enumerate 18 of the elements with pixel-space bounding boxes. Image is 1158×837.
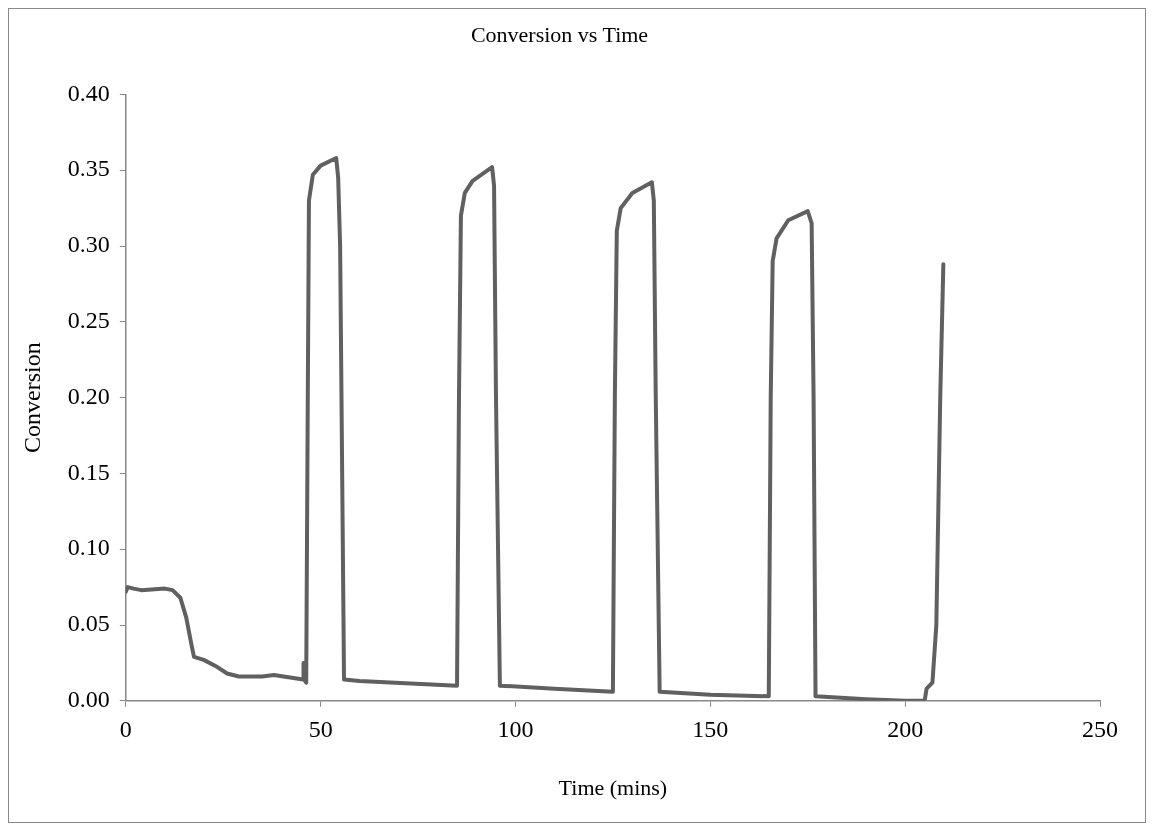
y-tick-label: 0.30 — [67, 231, 110, 258]
y-tick-label: 0.00 — [67, 686, 110, 713]
y-tick-label: 0.05 — [67, 610, 110, 637]
y-axis-title: Conversion — [18, 342, 45, 453]
x-tick-label: 150 — [692, 716, 729, 743]
y-tick-label: 0.15 — [67, 458, 110, 485]
y-tick-label: 0.40 — [67, 79, 110, 106]
x-axis-title: Time (mins) — [558, 774, 668, 800]
y-tick-label: 0.35 — [67, 155, 110, 182]
y-tick-label: 0.20 — [67, 382, 110, 409]
x-tick-label: 200 — [887, 716, 924, 743]
chart-title: Conversion vs Time — [470, 21, 649, 47]
x-tick-label: 50 — [308, 716, 333, 743]
y-tick-label: 0.10 — [67, 534, 110, 561]
x-tick-label: 100 — [497, 716, 534, 743]
x-tick-label: 0 — [119, 716, 132, 743]
y-tick-label: 0.25 — [67, 307, 110, 334]
x-tick-label: 250 — [1082, 716, 1118, 743]
